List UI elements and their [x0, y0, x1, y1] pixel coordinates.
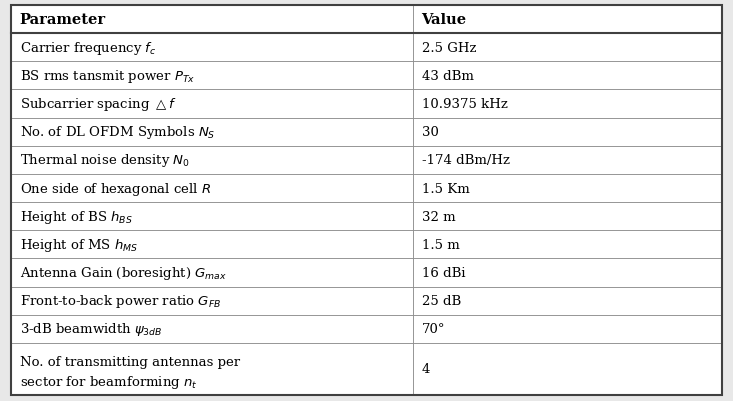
Bar — [11, 343, 413, 395]
Text: 70°: 70° — [421, 322, 445, 336]
Bar — [11, 118, 413, 146]
Bar — [413, 118, 722, 146]
Text: 4: 4 — [421, 363, 430, 375]
Text: 16 dBi: 16 dBi — [421, 266, 465, 279]
Bar — [413, 6, 722, 34]
Bar — [413, 287, 722, 315]
Text: Thermal noise density $N_0$: Thermal noise density $N_0$ — [20, 152, 190, 169]
Bar — [413, 62, 722, 90]
Text: 25 dB: 25 dB — [421, 294, 461, 308]
Text: 32 m: 32 m — [421, 210, 455, 223]
Text: No. of transmitting antennas per
sector for beamforming $n_t$: No. of transmitting antennas per sector … — [20, 355, 240, 390]
Text: Value: Value — [421, 13, 467, 27]
Bar — [413, 146, 722, 174]
Text: 2.5 GHz: 2.5 GHz — [421, 42, 476, 55]
Bar — [11, 203, 413, 231]
Bar — [413, 203, 722, 231]
Bar — [11, 34, 413, 62]
Text: No. of DL OFDM Symbols $N_S$: No. of DL OFDM Symbols $N_S$ — [20, 124, 216, 141]
Bar — [413, 259, 722, 287]
Text: Antenna Gain (boresight) $G_{max}$: Antenna Gain (boresight) $G_{max}$ — [20, 264, 227, 281]
Bar — [11, 287, 413, 315]
Text: Height of MS $h_{MS}$: Height of MS $h_{MS}$ — [20, 236, 138, 253]
Text: Front-to-back power ratio $G_{FB}$: Front-to-back power ratio $G_{FB}$ — [20, 292, 221, 310]
Bar — [413, 231, 722, 259]
Text: Parameter: Parameter — [20, 13, 106, 27]
Bar — [11, 62, 413, 90]
Bar — [413, 315, 722, 343]
Text: 43 dBm: 43 dBm — [421, 70, 474, 83]
Text: 1.5 m: 1.5 m — [421, 238, 460, 251]
Bar — [11, 6, 413, 34]
Text: 3-dB beamwidth $\psi_{3dB}$: 3-dB beamwidth $\psi_{3dB}$ — [20, 320, 162, 338]
Bar — [11, 231, 413, 259]
Bar — [11, 174, 413, 203]
Bar — [413, 34, 722, 62]
Bar — [413, 343, 722, 395]
Bar — [11, 315, 413, 343]
Text: 30: 30 — [421, 126, 438, 139]
Text: 10.9375 kHz: 10.9375 kHz — [421, 98, 507, 111]
Bar — [413, 174, 722, 203]
Bar — [413, 90, 722, 118]
Bar — [11, 259, 413, 287]
Text: Subcarrier spacing $\triangle f$: Subcarrier spacing $\triangle f$ — [20, 96, 176, 113]
Text: -174 dBm/Hz: -174 dBm/Hz — [421, 154, 509, 167]
Bar — [11, 146, 413, 174]
Text: One side of hexagonal cell $R$: One side of hexagonal cell $R$ — [20, 180, 211, 197]
Bar — [11, 90, 413, 118]
Text: Carrier frequency $f_c$: Carrier frequency $f_c$ — [20, 40, 156, 57]
Text: BS rms tansmit power $P_{Tx}$: BS rms tansmit power $P_{Tx}$ — [20, 68, 195, 85]
Text: 1.5 Km: 1.5 Km — [421, 182, 469, 195]
Text: Height of BS $h_{BS}$: Height of BS $h_{BS}$ — [20, 208, 133, 225]
